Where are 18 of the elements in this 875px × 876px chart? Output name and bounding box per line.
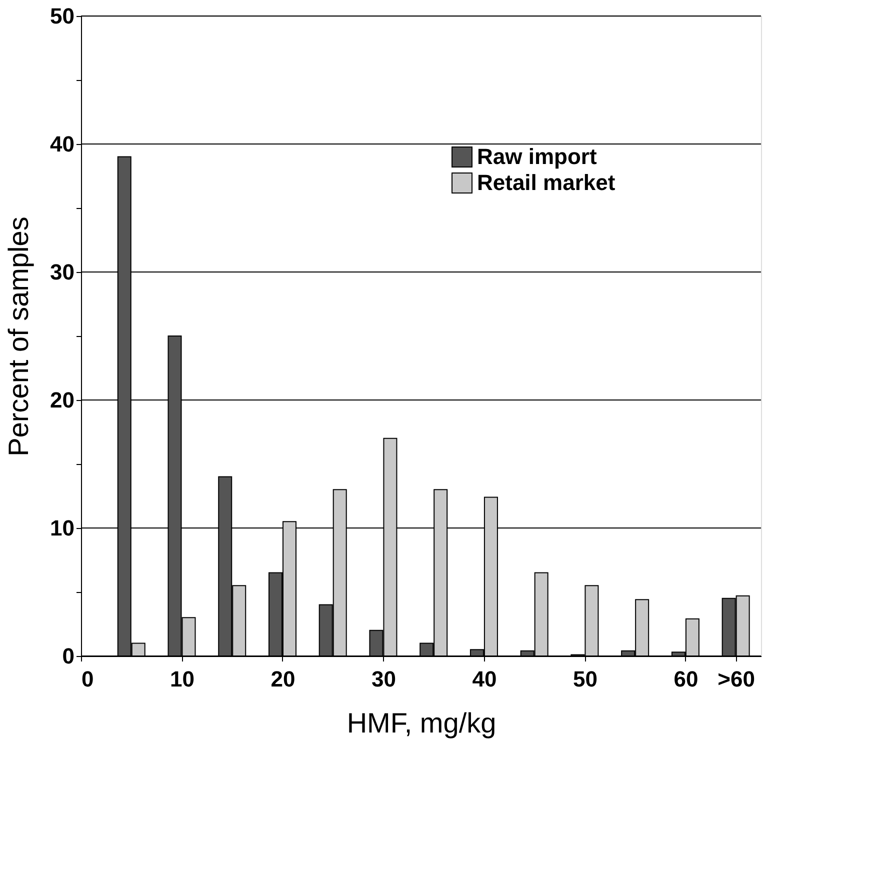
y-tick-label: 20 xyxy=(50,388,74,412)
x-tick-label: 30 xyxy=(371,666,396,692)
y-tick-label: 10 xyxy=(50,516,74,540)
x-axis-title: HMF, mg/kg xyxy=(346,708,496,738)
x-tick-label: 40 xyxy=(472,666,497,692)
x-tick-label: 0 xyxy=(82,666,94,692)
legend-label: Retail market xyxy=(477,170,616,195)
y-axis-title: Percent of samples xyxy=(3,216,34,456)
x-tick-label: 50 xyxy=(572,666,598,692)
y-tick-label: 30 xyxy=(50,260,74,284)
y-tick-label: 50 xyxy=(50,4,74,28)
y-tick-label: 40 xyxy=(50,132,74,156)
legend-label: Raw import xyxy=(477,144,598,169)
x-tick-label: 10 xyxy=(170,666,194,692)
y-tick-label: 0 xyxy=(62,644,74,668)
x-tick-label: 20 xyxy=(270,666,296,692)
x-tick-label: 60 xyxy=(674,666,698,692)
x-tick-label: >60 xyxy=(718,666,755,692)
